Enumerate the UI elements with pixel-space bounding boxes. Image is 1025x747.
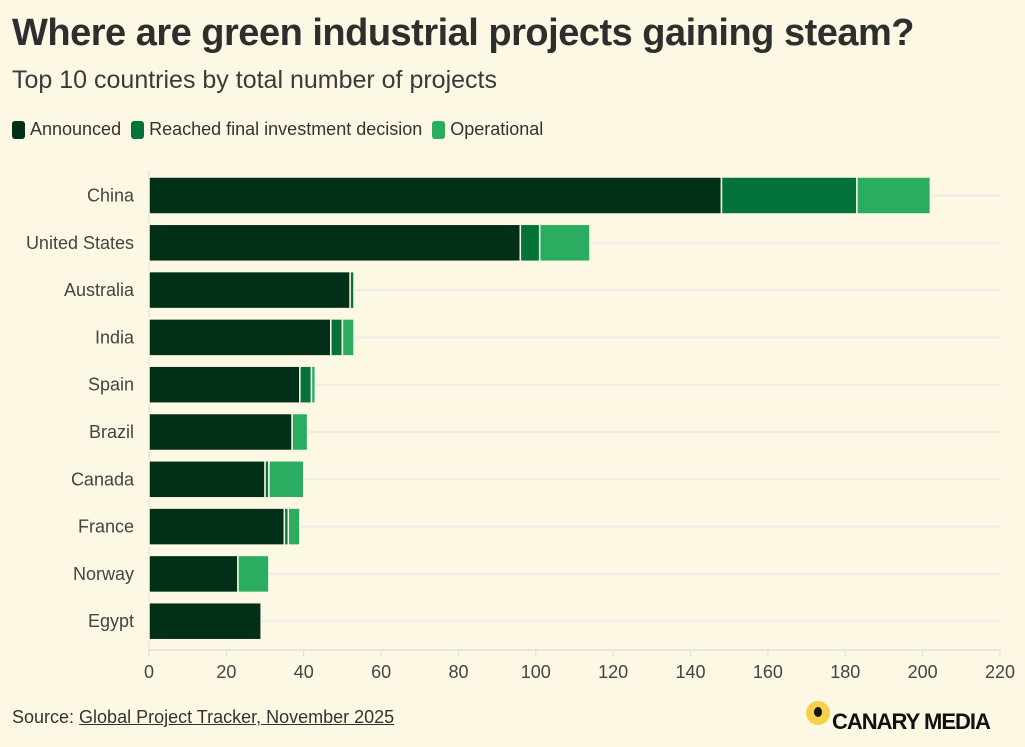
x-tick-label: 180 [830, 662, 860, 682]
x-tick-label: 0 [144, 662, 154, 682]
bar-segment [148, 412, 293, 452]
legend-item-fid: Reached final investment decision [131, 119, 422, 140]
x-tick-label: 120 [598, 662, 628, 682]
source-note: Source: Global Project Tracker, November… [12, 707, 394, 728]
bar-segment [268, 460, 305, 499]
legend-label: Announced [30, 119, 122, 139]
legend-swatch-fid [131, 120, 145, 139]
x-tick-label: 200 [908, 662, 938, 682]
x-tick-label: 220 [985, 662, 1015, 682]
bar-segment [291, 412, 309, 452]
category-label: Spain [88, 375, 134, 395]
logo-text: CANARY MEDIA [832, 709, 991, 734]
bar-segment [519, 223, 541, 263]
bar-segment [148, 176, 723, 215]
bar-segment [299, 365, 313, 404]
legend-label: Reached final investment decision [149, 119, 423, 139]
category-label: Australia [64, 280, 135, 300]
legend-item-announced: Announced [12, 119, 121, 140]
category-label: Egypt [88, 611, 134, 631]
legend-swatch-announced [12, 120, 25, 139]
bar-segment [148, 365, 301, 404]
legend-item-operational: Operational [432, 119, 543, 140]
chart-subtitle: Top 10 countries by total number of proj… [12, 66, 497, 94]
bar-segment [330, 318, 344, 357]
x-tick-label: 80 [448, 662, 468, 682]
bar-segment [310, 365, 317, 404]
bar-segment [720, 176, 858, 215]
bar-segment [237, 554, 270, 594]
bar-segment [349, 270, 355, 310]
category-label: Norway [73, 564, 134, 584]
bar-segment [341, 318, 355, 357]
category-label: United States [26, 233, 134, 253]
bar-segment [148, 223, 522, 263]
chart-title: Where are green industrial projects gain… [12, 12, 915, 54]
bar-segment [148, 460, 266, 499]
bar-segment [148, 601, 262, 641]
x-tick-label: 160 [753, 662, 783, 682]
x-tick-label: 140 [676, 662, 706, 682]
canary-media-logo: CANARY MEDIA [806, 699, 991, 735]
bar-segment [538, 223, 591, 263]
x-tick-label: 40 [294, 662, 314, 682]
bar-segment [148, 318, 332, 357]
category-label: France [78, 517, 134, 537]
category-label: China [87, 186, 135, 206]
canary-logo-icon [806, 701, 830, 725]
bar-segment [856, 176, 932, 215]
bar-segment [148, 554, 239, 594]
source-prefix: Source: [12, 707, 80, 727]
category-label: Canada [71, 469, 135, 489]
x-tick-label: 20 [216, 662, 236, 682]
legend-label: Operational [450, 119, 544, 139]
category-label: Brazil [89, 422, 134, 442]
legend: Announced Reached final investment decis… [12, 119, 553, 140]
bar-segment [148, 270, 351, 310]
bar-segment [148, 507, 286, 546]
category-label: India [95, 327, 135, 347]
x-tick-label: 60 [371, 662, 391, 682]
x-tick-label: 100 [521, 662, 551, 682]
bar-segment [287, 507, 301, 546]
source-link[interactable]: Global Project Tracker, November 2025 [79, 707, 395, 727]
legend-swatch-operational [432, 120, 446, 139]
